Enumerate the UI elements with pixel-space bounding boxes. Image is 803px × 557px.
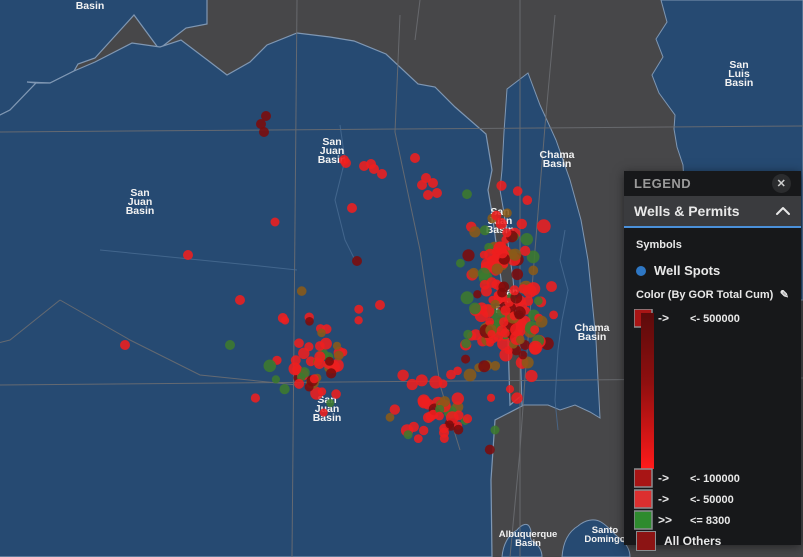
svg-text:Basin: Basin [725, 77, 754, 89]
svg-text:Basin: Basin [126, 205, 155, 217]
svg-text:->: -> [658, 311, 669, 325]
svg-text:Basin: Basin [578, 331, 607, 343]
svg-text:Basin: Basin [543, 158, 572, 170]
svg-text:<= 8300: <= 8300 [690, 515, 730, 527]
svg-text:Basin: Basin [76, 0, 105, 12]
svg-text:Basin: Basin [515, 538, 541, 549]
svg-text:->: -> [658, 471, 669, 485]
svg-text:->: -> [658, 492, 669, 506]
svg-text:>>: >> [658, 513, 672, 527]
svg-text:<- 500000: <- 500000 [690, 313, 740, 325]
svg-text:<- 100000: <- 100000 [690, 473, 740, 485]
svg-text:<- 50000: <- 50000 [690, 494, 734, 506]
svg-text:Domingo: Domingo [584, 534, 625, 545]
